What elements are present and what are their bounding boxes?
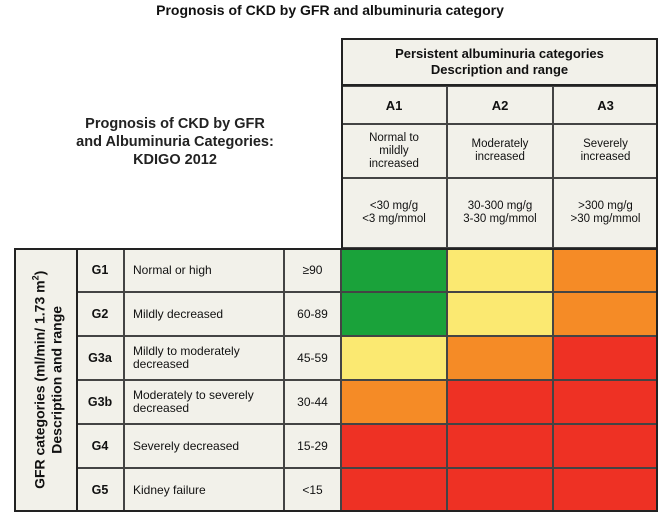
albuminuria-desc-a1-line-3: increased — [369, 157, 419, 170]
risk-cell-g2-a3 — [553, 292, 658, 336]
albuminuria-range-a2: 30-300 mg/g 3-30 mg/mmol — [447, 178, 553, 248]
gfr-desc-g4: Severely decreased — [124, 424, 284, 468]
albuminuria-range-a1-line-2: <3 mg/mmol — [362, 213, 426, 225]
gfr-range-g3b: 30-44 — [284, 380, 341, 424]
albuminuria-range-a1: <30 mg/g <3 mg/mmol — [341, 178, 447, 248]
chart-title: Prognosis of CKD by GFR and albuminuria … — [156, 2, 504, 18]
albuminuria-desc-a1-line-2: mildly — [379, 144, 409, 157]
gfr-desc-g3a: Mildly to moderately decreased — [124, 336, 284, 380]
albuminuria-range-a1-line-1: <30 mg/g — [369, 200, 419, 212]
albuminuria-range-a2-line-1: 30-300 mg/g — [467, 200, 533, 212]
albuminuria-header: Persistent albuminuria categories Descri… — [341, 38, 658, 86]
gfr-range-g5: <15 — [284, 468, 341, 512]
gfr-axis-label: GFR categories (ml/min/ 1.73 m2) Descrip… — [14, 248, 76, 512]
albuminuria-range-a2-line-2: 3-30 mg/mmol — [463, 213, 537, 225]
albuminuria-desc-a2-line-2: increased — [475, 151, 525, 163]
gfr-desc-g5: Kidney failure — [124, 468, 284, 512]
albuminuria-desc-a2-line-1: Moderately — [471, 138, 529, 150]
albuminuria-code-a3: A3 — [553, 86, 658, 124]
risk-cell-g5-a3 — [553, 468, 658, 512]
risk-cell-g5-a1 — [341, 468, 447, 512]
risk-cell-g3b-a2 — [447, 380, 553, 424]
gfr-axis-label-line-1: GFR categories (ml/min/ 1.73 m2) — [30, 270, 47, 490]
gfr-range-g2: 60-89 — [284, 292, 341, 336]
risk-cell-g5-a2 — [447, 468, 553, 512]
risk-cell-g3b-a1 — [341, 380, 447, 424]
risk-cell-g2-a2 — [447, 292, 553, 336]
gfr-desc-g3b: Moderately to severely decreased — [124, 380, 284, 424]
gfr-range-g1: ≥90 — [284, 248, 341, 292]
albuminuria-desc-a3-line-2: increased — [580, 151, 631, 163]
risk-cell-g4-a1 — [341, 424, 447, 468]
gfr-range-g4: 15-29 — [284, 424, 341, 468]
albuminuria-desc-a1: Normal to mildly increased — [341, 124, 447, 178]
albuminuria-desc-a3-line-1: Severely — [583, 138, 628, 150]
gfr-code-g3a: G3a — [76, 336, 124, 380]
risk-cell-g3b-a3 — [553, 380, 658, 424]
risk-cell-g1-a1 — [341, 248, 447, 292]
gfr-axis-label-line-2: Description and range — [47, 306, 64, 454]
left-heading: Prognosis of CKD by GFR and Albuminuria … — [40, 115, 310, 169]
albuminuria-range-a3-line-2: >30 mg/mmol — [570, 213, 641, 225]
left-heading-line-2: and Albuminuria Categories: — [76, 134, 274, 150]
albuminuria-range-a3-line-1: >300 mg/g — [578, 200, 633, 212]
albuminuria-code-a2: A2 — [447, 86, 553, 124]
risk-cell-g1-a3 — [553, 248, 658, 292]
left-heading-line-1: Prognosis of CKD by GFR — [85, 116, 265, 132]
risk-cell-g3a-a2 — [447, 336, 553, 380]
risk-cell-g4-a2 — [447, 424, 553, 468]
albuminuria-header-line-2: Description and range — [430, 62, 569, 77]
albuminuria-desc-a1-line-1: Normal to — [369, 131, 419, 144]
albuminuria-code-a1: A1 — [341, 86, 447, 124]
gfr-desc-g1: Normal or high — [124, 248, 284, 292]
gfr-code-g4: G4 — [76, 424, 124, 468]
albuminuria-range-a3: >300 mg/g >30 mg/mmol — [553, 178, 658, 248]
gfr-desc-g2: Mildly decreased — [124, 292, 284, 336]
gfr-code-g5: G5 — [76, 468, 124, 512]
risk-cell-g3a-a3 — [553, 336, 658, 380]
risk-cell-g3a-a1 — [341, 336, 447, 380]
gfr-code-g3b: G3b — [76, 380, 124, 424]
risk-cell-g4-a3 — [553, 424, 658, 468]
risk-cell-g2-a1 — [341, 292, 447, 336]
albuminuria-header-line-1: Persistent albuminuria categories — [395, 46, 604, 61]
albuminuria-desc-a2: Moderately increased — [447, 124, 553, 178]
risk-cell-g1-a2 — [447, 248, 553, 292]
gfr-code-g1: G1 — [76, 248, 124, 292]
gfr-code-g2: G2 — [76, 292, 124, 336]
gfr-range-g3a: 45-59 — [284, 336, 341, 380]
left-heading-line-3: KDIGO 2012 — [133, 152, 217, 168]
albuminuria-desc-a3: Severely increased — [553, 124, 658, 178]
